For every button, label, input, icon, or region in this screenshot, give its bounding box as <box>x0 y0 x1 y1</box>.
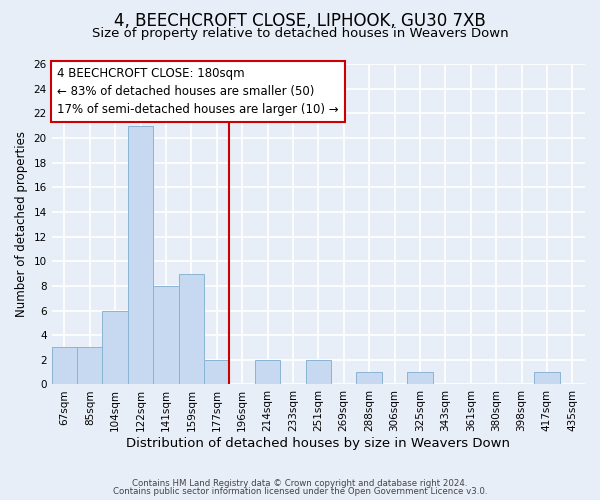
Bar <box>305 360 331 384</box>
Bar <box>407 372 433 384</box>
Text: 4 BEECHCROFT CLOSE: 180sqm
← 83% of detached houses are smaller (50)
17% of semi: 4 BEECHCROFT CLOSE: 180sqm ← 83% of deta… <box>57 67 338 116</box>
Bar <box>128 126 153 384</box>
Bar <box>153 286 179 384</box>
Bar <box>204 360 229 384</box>
Y-axis label: Number of detached properties: Number of detached properties <box>15 131 28 317</box>
Text: 4, BEECHCROFT CLOSE, LIPHOOK, GU30 7XB: 4, BEECHCROFT CLOSE, LIPHOOK, GU30 7XB <box>114 12 486 30</box>
Bar <box>534 372 560 384</box>
Bar <box>255 360 280 384</box>
Bar <box>77 348 103 385</box>
Bar <box>356 372 382 384</box>
Bar <box>103 310 128 384</box>
Text: Size of property relative to detached houses in Weavers Down: Size of property relative to detached ho… <box>92 28 508 40</box>
Bar <box>52 348 77 385</box>
Text: Contains public sector information licensed under the Open Government Licence v3: Contains public sector information licen… <box>113 487 487 496</box>
X-axis label: Distribution of detached houses by size in Weavers Down: Distribution of detached houses by size … <box>127 437 511 450</box>
Text: Contains HM Land Registry data © Crown copyright and database right 2024.: Contains HM Land Registry data © Crown c… <box>132 478 468 488</box>
Bar <box>179 274 204 384</box>
